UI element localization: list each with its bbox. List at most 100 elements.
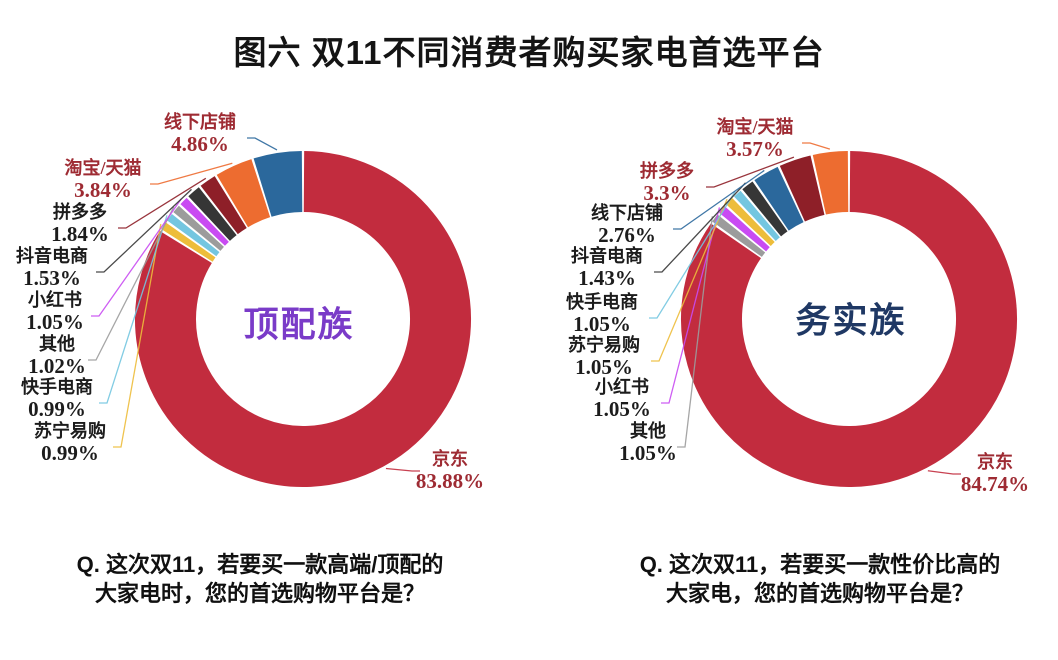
leader-line	[802, 142, 831, 150]
slice-value: 1.05%	[575, 355, 633, 379]
slice-value: 84.74%	[960, 472, 1030, 496]
donut-segment	[180, 197, 230, 246]
slice-label: 线下店铺 4.86%	[164, 112, 236, 156]
slice-value: 1.53%	[23, 266, 81, 290]
leader-line	[706, 156, 795, 188]
slice-name: 线下店铺	[164, 112, 236, 132]
slice-name: 小红书	[28, 290, 82, 310]
slice-value: 1.05%	[593, 397, 651, 421]
leader-line	[661, 207, 721, 404]
leader-line	[96, 188, 192, 273]
donut-segment	[161, 222, 216, 262]
question-left: Q. 这次双11，若要买一款高端/顶配的 大家电时，您的首选购物平台是？	[77, 550, 444, 608]
leader-line	[927, 470, 961, 475]
slice-label: 京东 84.74%	[961, 452, 1029, 496]
slice-label: 抖音电商 1.43%	[571, 246, 643, 290]
slice-label: 快手电商 1.05%	[566, 292, 638, 336]
slice-value: 1.84%	[51, 222, 109, 246]
donut-segment	[754, 166, 805, 231]
donut-segment	[779, 155, 826, 222]
slice-value: 2.76%	[598, 223, 656, 247]
slice-label: 拼多多 1.84%	[51, 202, 109, 246]
slice-label: 苏宁易购 0.99%	[34, 421, 106, 465]
donut-segment	[253, 151, 304, 217]
leader-line	[150, 162, 233, 185]
leader-line	[677, 216, 713, 448]
donut-segment	[734, 190, 781, 242]
donut-segment	[681, 151, 1017, 487]
slice-value: 1.05%	[26, 310, 84, 334]
slice-label: 苏宁易购 1.05%	[568, 335, 640, 379]
donut-segment	[200, 176, 248, 235]
slice-name: 抖音电商	[571, 246, 643, 266]
donut-segment	[712, 214, 766, 258]
leader-line	[99, 215, 168, 404]
slice-name: 其他	[39, 334, 75, 354]
donut-segment	[812, 151, 850, 215]
leader-line	[113, 223, 162, 448]
question-right-line1: Q. 这次双11，若要买一款性价比高的	[639, 552, 1001, 577]
slice-value: 1.02%	[28, 354, 86, 378]
question-left-line2: 大家电时，您的首选购物平台是？	[94, 581, 425, 606]
slice-label: 线下店铺 2.76%	[591, 203, 663, 247]
leader-line	[651, 198, 728, 362]
slice-label: 淘宝/天猫 3.84%	[64, 158, 141, 202]
donut-segment	[135, 151, 471, 487]
slice-label: 小红书 1.05%	[26, 290, 84, 334]
center-label-right: 务实族	[795, 301, 907, 341]
slice-value: 83.88%	[415, 469, 485, 493]
question-right: Q. 这次双11，若要买一款性价比高的 大家电，您的首选购物平台是？	[640, 550, 1001, 608]
slice-label: 小红书 1.05%	[593, 377, 651, 421]
slice-name: 苏宁易购	[34, 421, 106, 441]
leader-line	[118, 177, 207, 229]
slice-value: 3.84%	[74, 178, 132, 202]
slice-name: 淘宝/天猫	[64, 158, 142, 178]
slice-name: 苏宁易购	[568, 335, 640, 355]
leader-line	[91, 198, 182, 317]
slice-label: 快手电商 0.99%	[21, 377, 93, 421]
slice-label: 京东 83.88%	[416, 449, 484, 493]
leader-line	[654, 182, 746, 273]
slice-label: 抖音电商 1.53%	[16, 246, 88, 290]
question-left-line1: Q. 这次双11，若要买一款高端/顶配的	[76, 552, 444, 577]
question-right-line2: 大家电，您的首选购物平台是？	[665, 581, 975, 606]
slice-value: 3.3%	[643, 181, 691, 205]
slice-label: 淘宝/天猫 3.57%	[716, 117, 793, 161]
center-label-left: 顶配族	[243, 305, 355, 345]
slice-name: 拼多多	[640, 161, 694, 181]
slice-name: 快手电商	[21, 377, 93, 397]
slice-label: 其他 1.02%	[28, 334, 86, 378]
donut-segment	[188, 187, 237, 242]
slice-value: 0.99%	[28, 397, 86, 421]
donut-segment	[742, 181, 788, 237]
donut-segment	[173, 205, 225, 252]
donut-segment	[216, 159, 271, 228]
slice-name: 淘宝/天猫	[716, 117, 794, 137]
leader-line	[247, 137, 278, 151]
slice-value: 0.99%	[41, 441, 99, 465]
leader-line	[673, 169, 765, 230]
slice-value: 1.05%	[573, 312, 631, 336]
leader-line	[385, 467, 420, 472]
slice-value: 1.43%	[578, 266, 636, 290]
slice-name: 线下店铺	[591, 203, 663, 223]
donut-segment	[718, 206, 770, 252]
slice-label: 拼多多 3.3%	[640, 161, 694, 205]
slice-value: 4.86%	[171, 132, 229, 156]
slice-name: 小红书	[595, 377, 649, 397]
slice-value: 1.05%	[619, 441, 677, 465]
slice-label: 其他 1.05%	[619, 421, 677, 465]
slice-name: 京东	[432, 449, 468, 469]
slice-name: 快手电商	[566, 292, 638, 312]
figure-title: 图六 双11不同消费者购买家电首选平台	[233, 34, 825, 71]
slice-name: 抖音电商	[16, 246, 88, 266]
slice-value: 3.57%	[726, 137, 784, 161]
donut-segment	[166, 213, 220, 257]
leader-line	[88, 206, 175, 361]
slice-name: 拼多多	[53, 202, 107, 222]
donut-segment	[726, 198, 775, 247]
slice-name: 其他	[630, 421, 666, 441]
slice-name: 京东	[977, 452, 1013, 472]
